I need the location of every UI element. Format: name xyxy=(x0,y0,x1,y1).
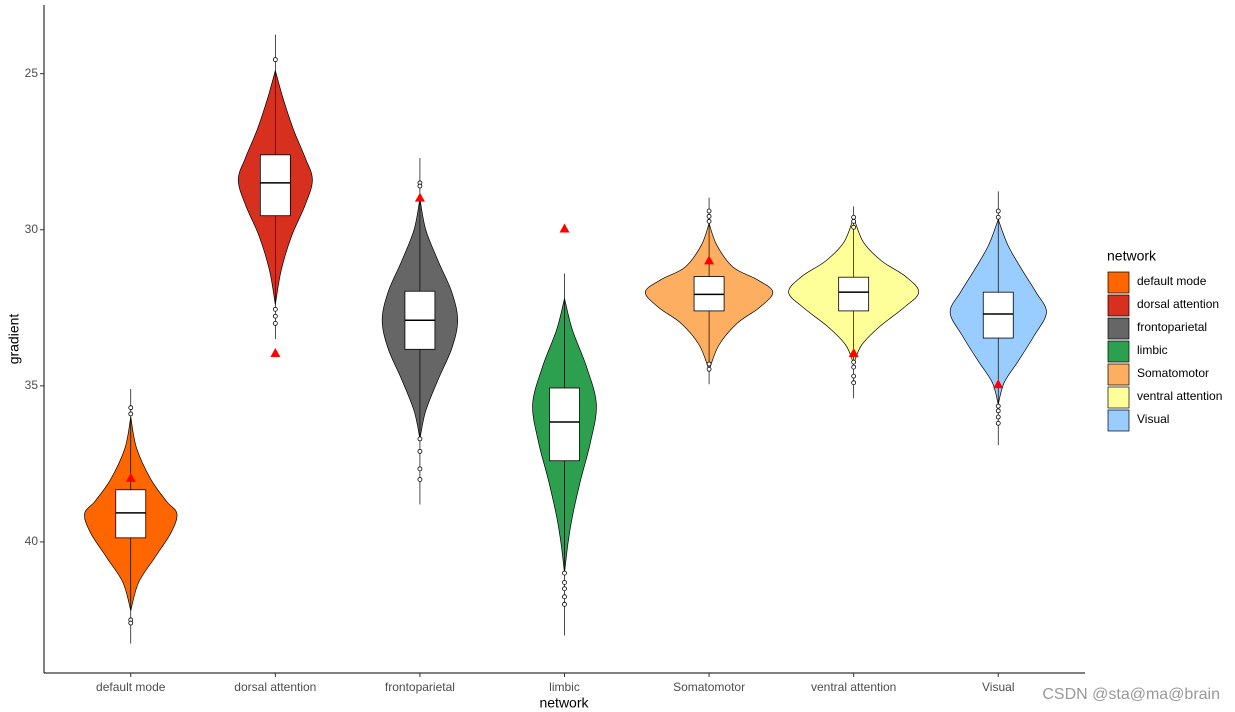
outlier xyxy=(417,436,423,442)
outlier xyxy=(851,218,857,224)
outlier xyxy=(562,594,567,600)
outlier xyxy=(851,373,857,379)
legend-title: network xyxy=(1107,248,1157,264)
legend-label: Somatomotor xyxy=(1137,366,1209,380)
box xyxy=(259,154,291,217)
outlier xyxy=(995,420,1001,426)
outlier xyxy=(995,414,1001,420)
outlier xyxy=(851,364,857,370)
outlier xyxy=(417,477,423,482)
x-tick-label: dorsal attention xyxy=(234,680,316,694)
outlier xyxy=(417,448,423,454)
outlier xyxy=(706,366,712,372)
outlier xyxy=(272,57,278,63)
legend-label: ventral attention xyxy=(1137,389,1222,403)
outlier xyxy=(706,218,712,224)
legend-key xyxy=(1107,409,1130,432)
watermark: CSDN @sta@ma@brain xyxy=(1042,686,1220,703)
outlier xyxy=(706,213,712,219)
x-tick-label: frontoparietal xyxy=(385,680,455,694)
x-tick-label: ventral attention xyxy=(811,680,896,694)
outlier xyxy=(562,570,567,576)
outlier xyxy=(272,306,278,312)
box xyxy=(115,489,147,539)
outlier xyxy=(995,208,1001,214)
outlier xyxy=(128,405,134,411)
x-tick-label: limbic xyxy=(549,680,580,694)
x-axis-title: network xyxy=(539,695,589,711)
legend-label: Visual xyxy=(1137,412,1169,426)
marker xyxy=(125,472,136,482)
outlier xyxy=(851,214,857,220)
outlier xyxy=(128,620,134,626)
y-tick-label: 30 xyxy=(25,222,39,236)
outlier xyxy=(995,214,1001,220)
outlier xyxy=(562,586,567,592)
marker xyxy=(993,379,1004,389)
legend-key xyxy=(1107,340,1130,363)
box xyxy=(838,276,870,312)
outlier xyxy=(851,224,857,230)
marker xyxy=(270,348,281,358)
y-tick-label: 40 xyxy=(25,534,39,548)
x-tick-label: default mode xyxy=(96,680,166,694)
outlier xyxy=(851,359,857,365)
legend-label: frontoparietal xyxy=(1137,320,1207,334)
y-axis-title: gradient xyxy=(6,314,22,365)
outlier xyxy=(272,320,278,326)
marker xyxy=(414,192,425,202)
marker xyxy=(559,223,570,233)
marker xyxy=(704,255,715,265)
outlier xyxy=(272,313,278,319)
y-tick-label: 25 xyxy=(25,66,39,80)
legend-label: default mode xyxy=(1137,274,1207,288)
x-tick-label: Somatomotor xyxy=(673,680,745,694)
outlier xyxy=(417,183,423,189)
box xyxy=(549,387,580,462)
legend-label: dorsal attention xyxy=(1137,297,1219,311)
legend-key xyxy=(1107,386,1130,409)
outlier xyxy=(995,403,1001,409)
legend-label: limbic xyxy=(1137,343,1168,357)
y-tick-label: 35 xyxy=(25,378,39,392)
marker xyxy=(848,348,859,358)
legend-key xyxy=(1107,317,1130,340)
outlier xyxy=(128,411,134,417)
outlier xyxy=(562,601,567,607)
outlier xyxy=(851,380,857,386)
outlier xyxy=(562,580,567,585)
outlier xyxy=(706,208,712,214)
x-tick-label: Visual xyxy=(982,680,1014,694)
legend-key xyxy=(1107,294,1130,317)
legend-key xyxy=(1107,271,1130,294)
outlier xyxy=(995,408,1001,414)
outlier xyxy=(417,466,423,472)
box xyxy=(982,291,1014,339)
legend-key xyxy=(1107,363,1130,386)
outlier xyxy=(706,361,712,367)
